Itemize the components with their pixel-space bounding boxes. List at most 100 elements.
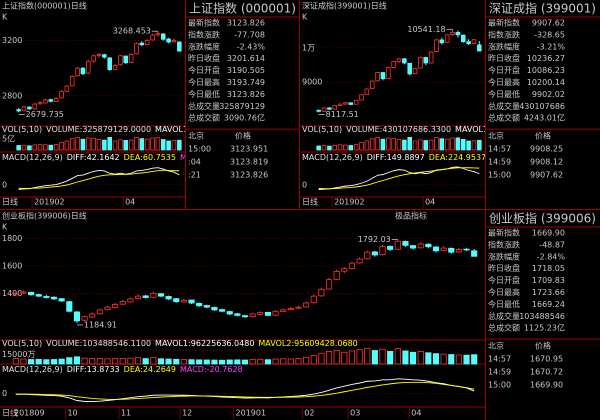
volume-bar	[165, 358, 172, 365]
volume-bar	[333, 350, 340, 365]
candle-body	[188, 299, 195, 304]
candle-body	[341, 268, 348, 272]
volume-bar	[318, 352, 325, 365]
candle-body	[425, 243, 432, 248]
ticks-header: 价格	[235, 131, 251, 141]
volume-bar	[150, 357, 157, 365]
quote-value: 10200.14	[527, 78, 565, 87]
volume-bar	[343, 144, 348, 151]
quote-value: 9902.02	[532, 90, 565, 99]
candle-body	[171, 39, 177, 43]
candle-body	[364, 251, 371, 260]
volume-bar	[134, 136, 139, 151]
volume-bar	[59, 142, 64, 151]
x-tick-label: 201902	[34, 198, 65, 207]
volume-bar	[180, 359, 187, 365]
quote-value: -2.84%	[537, 252, 566, 261]
volume-bar	[444, 138, 450, 151]
candle-body	[144, 40, 150, 45]
candle-body	[58, 298, 65, 302]
volume-bar	[369, 138, 375, 151]
candle-body	[417, 243, 424, 249]
quote-value: 1718.05	[532, 264, 565, 273]
toolbar-label: 极品指标	[395, 211, 427, 221]
volume-bar	[327, 145, 332, 151]
quote-value: 10236.27	[527, 54, 565, 63]
volume-bar	[112, 140, 118, 151]
quote-value: 9907.62	[532, 19, 565, 28]
candle-body	[28, 291, 35, 296]
indicator-label-part: VOL(5,10)	[302, 125, 342, 134]
tick-price: 9907.62	[530, 171, 563, 180]
volume-bar	[379, 348, 386, 365]
candle-body	[150, 34, 155, 41]
candle-body	[450, 32, 455, 35]
quote-label: 总成交量	[188, 101, 220, 111]
chart-title: 深证成指(399001)日线	[302, 1, 387, 11]
candle-body	[128, 54, 134, 63]
volume-bar	[32, 144, 38, 151]
x-tick-label: 12	[182, 409, 192, 418]
quote-value: 3193.749	[227, 78, 265, 87]
volume-bar	[102, 139, 107, 151]
indicator-label-part: MACD(12,26,9)	[2, 365, 63, 374]
candle-body	[69, 76, 75, 87]
volume-bar	[348, 145, 354, 151]
candle-body	[371, 251, 378, 256]
candle-body	[112, 65, 118, 70]
tick-time: :21	[188, 171, 201, 180]
candle-body	[402, 241, 409, 246]
candle-body	[50, 296, 58, 300]
volume-bar	[434, 136, 439, 151]
ticks-header: 北京	[488, 131, 504, 141]
x-tick-label: 201901	[236, 409, 267, 418]
candle-body	[96, 54, 102, 56]
candle-body	[102, 54, 107, 58]
tick-price: 1669.90	[530, 381, 563, 390]
candle-body	[127, 298, 134, 303]
volume-bar	[455, 354, 462, 365]
candle-body	[96, 309, 103, 315]
volume-bar	[387, 350, 394, 365]
volume-bar	[371, 350, 378, 365]
candle-body	[348, 262, 356, 269]
volume-bar	[12, 358, 19, 365]
indicator-label-part: DEA:60.7535	[124, 153, 176, 162]
candle-body	[310, 295, 317, 304]
candle-body	[303, 302, 310, 308]
indicator-label-part: DIFF:13.8733	[67, 365, 120, 374]
indicator-label: MACD(12,26,9) DIFF:13.8733 DEA:24.2649 MACD…	[2, 365, 243, 374]
volume-bar	[450, 137, 455, 151]
candle-body	[407, 62, 412, 75]
volume-bar	[310, 355, 317, 365]
volume-bar	[35, 358, 42, 365]
candle-body	[43, 99, 48, 104]
quote-title: 创业板指 (399006)	[489, 211, 596, 226]
candle-body	[348, 102, 354, 105]
x-tick-label: 04	[125, 198, 135, 207]
volume-bar	[196, 359, 203, 365]
volume-bar	[249, 359, 256, 365]
candle-body	[359, 94, 364, 101]
indicator-label-part: VOLUME:430107686.3300	[346, 125, 451, 134]
candle-body	[343, 102, 348, 105]
candle-body	[155, 33, 161, 36]
k-label: K	[2, 223, 8, 232]
y-tick-label: 1400	[2, 289, 22, 298]
candle-body	[80, 67, 86, 75]
ticks-header: 价格	[535, 131, 551, 141]
dea-line	[318, 167, 480, 190]
candle-body	[91, 55, 96, 62]
candle-body	[387, 246, 394, 250]
candle-body	[272, 310, 279, 316]
candle-body	[21, 106, 27, 112]
candle-body	[440, 247, 447, 251]
indicator-label-part: DEA:24.2649	[124, 365, 176, 374]
candle-body	[295, 306, 302, 309]
quote-value: 1669.90	[532, 229, 565, 238]
volume-bar	[118, 139, 123, 151]
indicator-label-part: MACD(12,26,9)	[2, 153, 63, 162]
volume-bar	[364, 347, 371, 365]
quote-value: 3123.826	[227, 19, 265, 28]
candle-body	[86, 60, 91, 74]
